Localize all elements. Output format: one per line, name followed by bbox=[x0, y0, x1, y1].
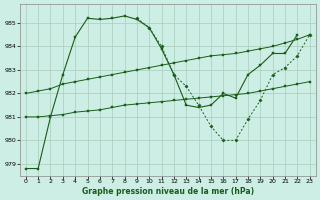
X-axis label: Graphe pression niveau de la mer (hPa): Graphe pression niveau de la mer (hPa) bbox=[82, 187, 254, 196]
